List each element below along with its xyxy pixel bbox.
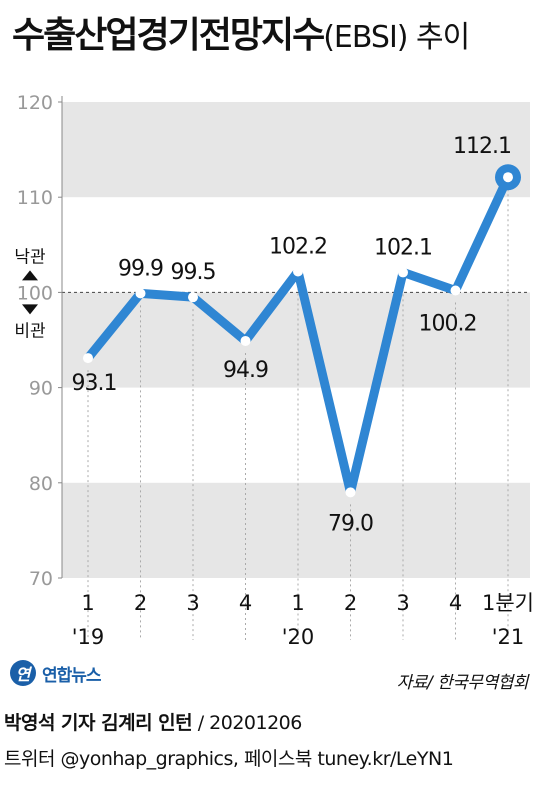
- optimistic-label: 낙관: [14, 247, 45, 267]
- y-tick-label: 120: [17, 92, 53, 114]
- data-label: 93.1: [72, 371, 117, 396]
- x-tick-label: 2: [134, 591, 147, 615]
- data-label: 102.2: [269, 234, 327, 259]
- y-tick-label: 90: [29, 378, 53, 400]
- data-label: 112.1: [453, 134, 511, 159]
- y-tick-label: 100: [17, 282, 53, 304]
- data-points: [83, 164, 521, 498]
- y-tick-label: 110: [17, 187, 53, 209]
- x-tick-label: 1: [291, 591, 304, 615]
- data-point: [450, 285, 461, 296]
- data-point: [240, 335, 251, 346]
- y-tick-label: 80: [29, 473, 53, 495]
- data-label: 100.2: [419, 311, 477, 336]
- data-label: 102.1: [374, 235, 432, 260]
- data-point-center: [503, 172, 513, 183]
- credit-date: / 20201206: [192, 712, 303, 734]
- x-tick-label: 2: [344, 591, 357, 615]
- data-label: 94.9: [223, 358, 268, 383]
- x-tick-label: 4: [449, 591, 462, 615]
- gray-band: [62, 102, 530, 198]
- data-label: 99.9: [118, 256, 163, 281]
- down-triangle-icon: [22, 304, 38, 315]
- social-links: 트위터 @yonhap_graphics, 페이스북 tuney.kr/LeYN…: [4, 748, 454, 770]
- title-paren: (EBSI) 추이: [323, 20, 470, 55]
- credit-line: 박영석 기자 김계리 인턴 / 20201206: [4, 708, 302, 735]
- data-label: 99.5: [171, 260, 216, 285]
- gray-band: [62, 482, 530, 578]
- data-point: [398, 267, 408, 278]
- data-label: 79.0: [328, 511, 373, 536]
- background-bands: [62, 102, 530, 578]
- vertical-guides: [87, 189, 509, 640]
- x-year-label: '20: [282, 625, 315, 649]
- chart-title: 수출산업경기전망지수(EBSI) 추이: [12, 6, 540, 68]
- data-point: [83, 353, 93, 364]
- x-tick-label: 4: [239, 591, 252, 615]
- pessimistic-label: 비관: [14, 321, 45, 341]
- title-main: 수출산업경기전망지수: [12, 15, 325, 56]
- x-tick-label: 1: [81, 591, 94, 615]
- data-source: 자료/ 한국무역협회: [396, 673, 529, 693]
- data-point: [135, 288, 146, 299]
- up-triangle-icon: [22, 270, 38, 281]
- data-point: [188, 292, 198, 303]
- data-point: [345, 487, 356, 498]
- x-axis: 1 2 3 4 1 2 3 4 1분기 '19 '20 '21: [72, 591, 534, 649]
- credit-names: 박영석 기자 김계리 인턴: [4, 712, 193, 734]
- brand-logo: 연 연합뉴스: [10, 660, 102, 686]
- y-tick-label: 70: [29, 568, 53, 590]
- x-year-label: '19: [72, 625, 105, 649]
- yonhap-logo-icon: 연: [10, 660, 36, 686]
- data-point: [293, 266, 303, 277]
- data-labels: 93.1 99.9 99.5 94.9 102.2 79.0 102.1 100.2 112.1: [72, 134, 512, 536]
- x-year-label: '21: [492, 625, 525, 649]
- line-chart: 70 80 90 100 110 120 93.1 99.9 99.5 94.9 102.2 79.…: [14, 92, 534, 649]
- x-tick-label: 1분기: [482, 591, 534, 615]
- y-axis: 70 80 90 100 110 120: [17, 92, 63, 590]
- x-tick-label: 3: [396, 591, 409, 615]
- brand-name: 연합뉴스: [42, 665, 102, 686]
- x-tick-label: 3: [186, 591, 199, 615]
